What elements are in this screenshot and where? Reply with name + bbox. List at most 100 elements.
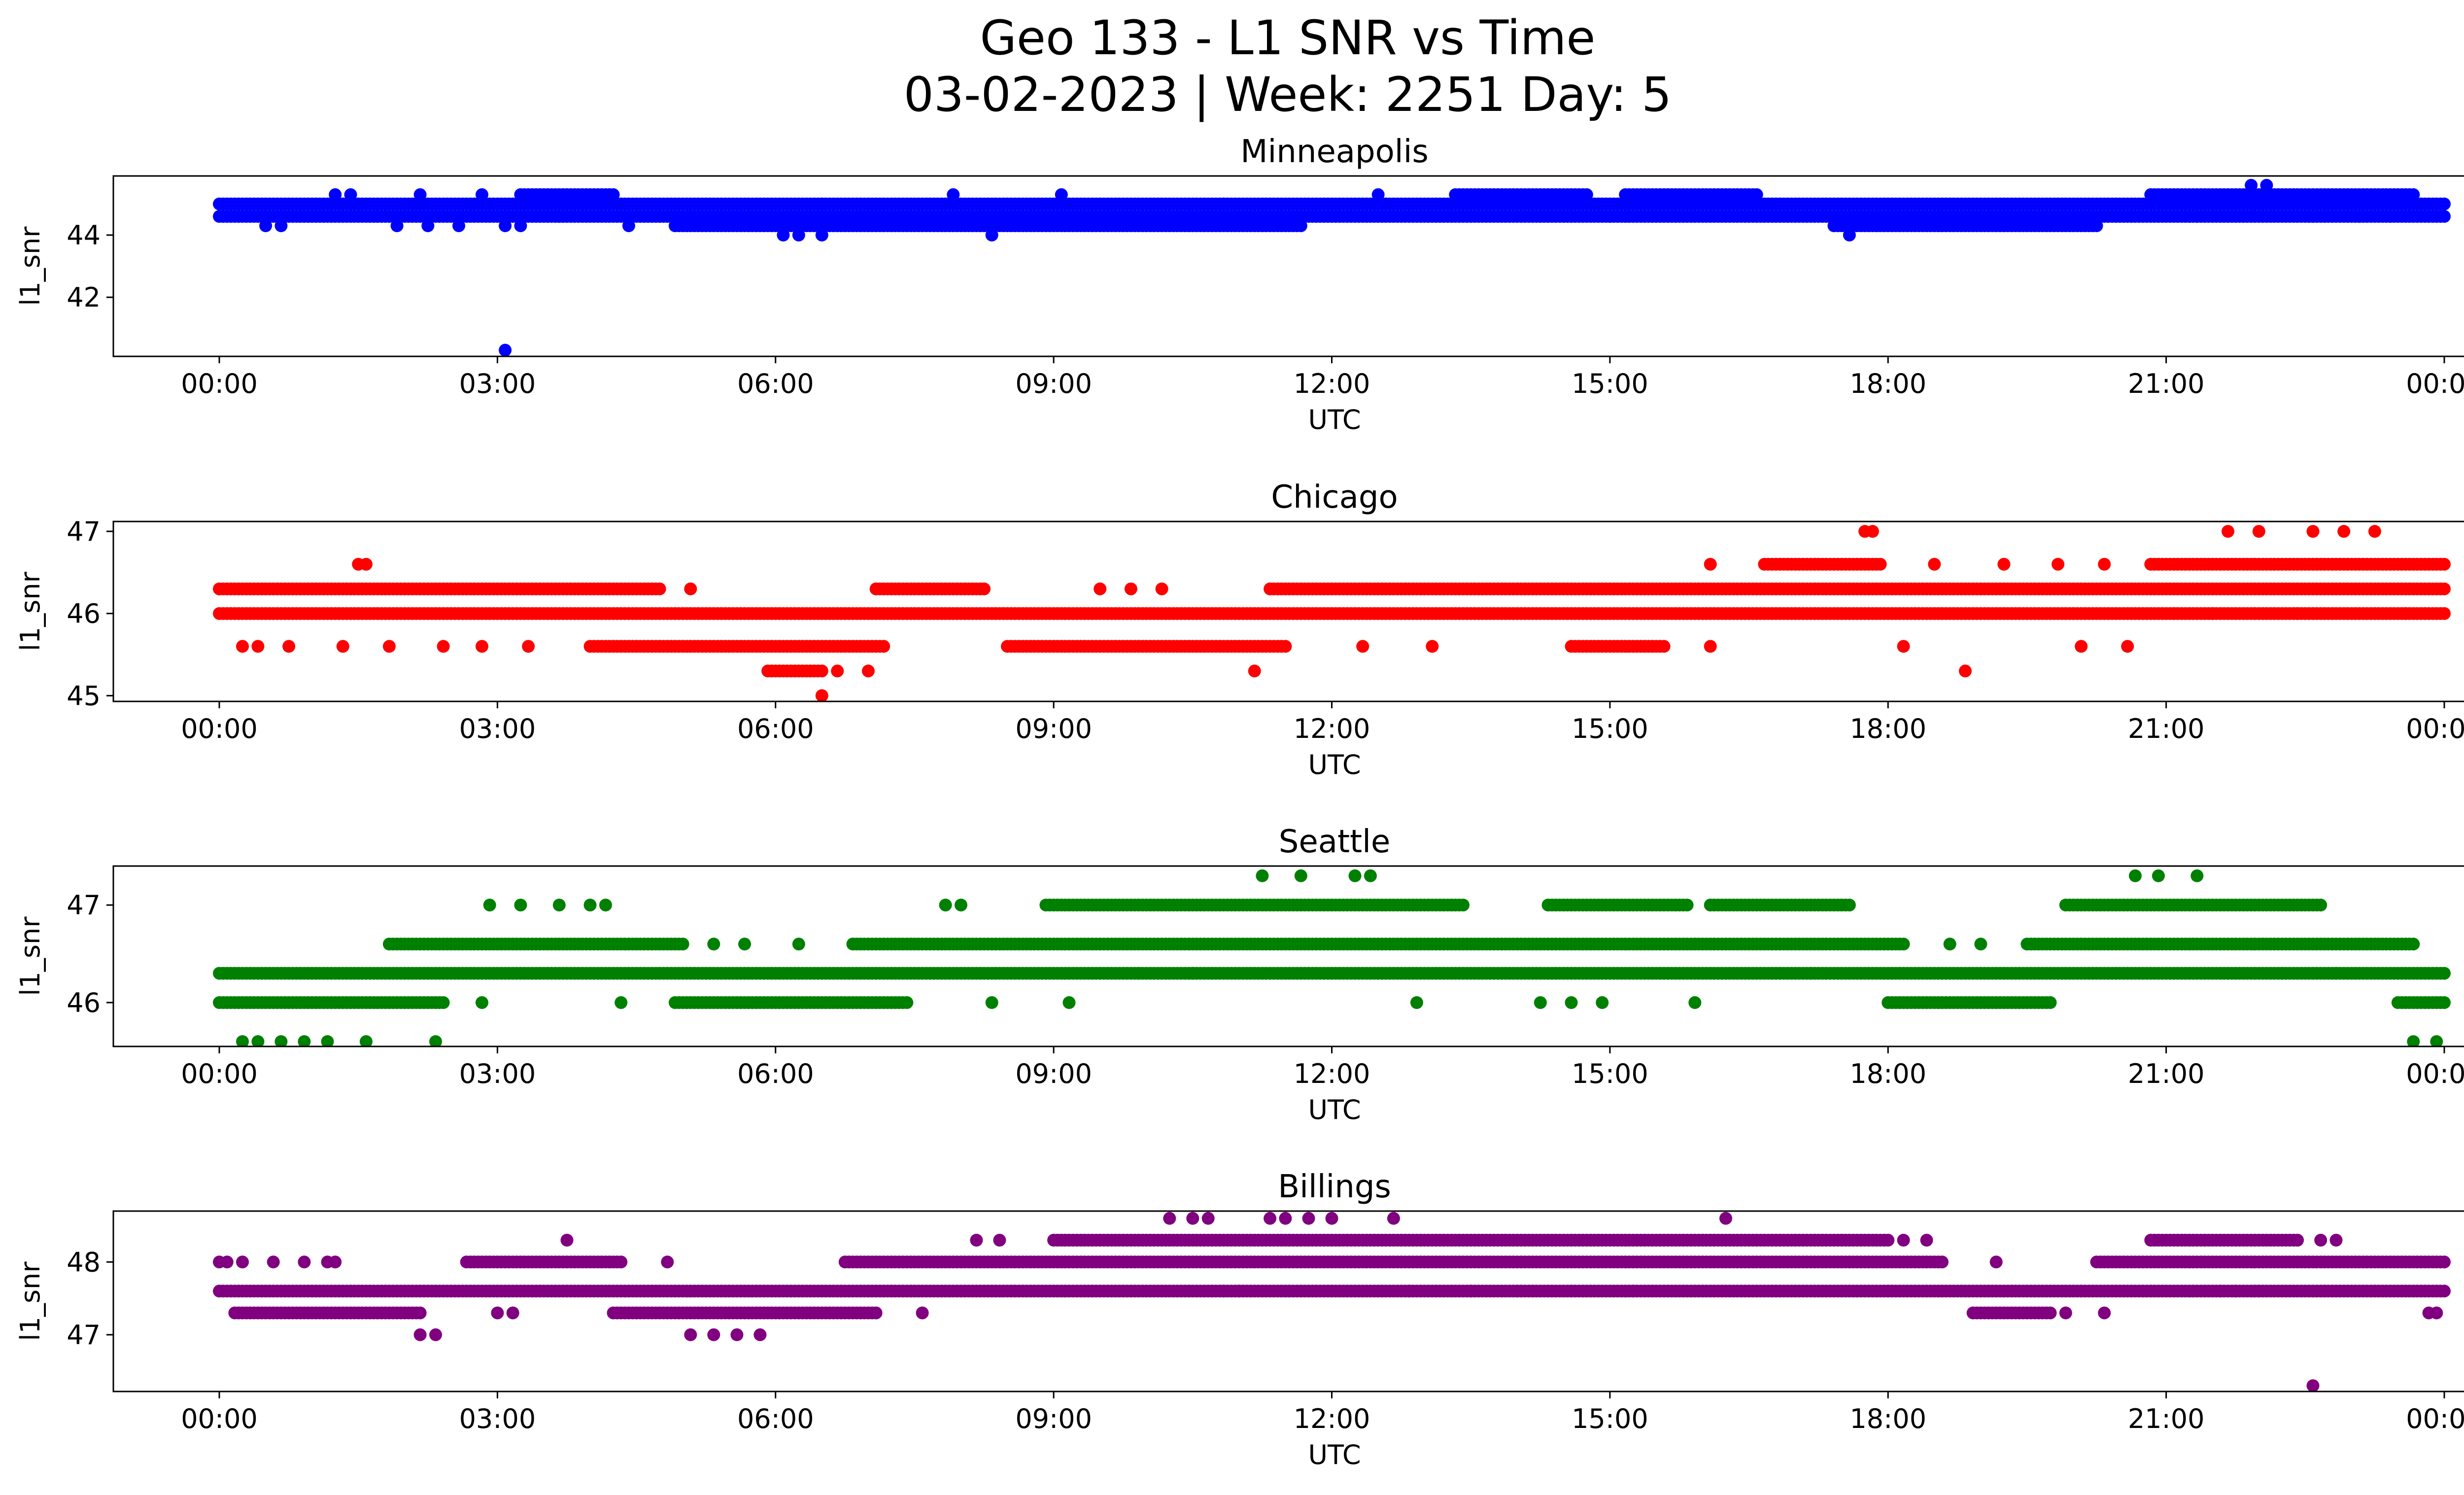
data-point — [1356, 640, 1369, 653]
data-point — [499, 219, 512, 232]
data-point — [939, 899, 952, 912]
data-point — [2306, 210, 2320, 223]
x-tick-label: 15:00 — [1572, 1058, 1648, 1089]
data-point — [321, 1035, 334, 1046]
data-point — [2222, 525, 2234, 538]
x-tick-label: 00:00 — [181, 368, 258, 399]
data-point — [1750, 188, 1763, 201]
data-point — [1457, 899, 1470, 912]
data-point — [552, 899, 566, 912]
data-point — [236, 1035, 249, 1046]
axes-frame — [112, 865, 2464, 1047]
data-point — [2438, 582, 2451, 595]
data-point — [2353, 210, 2366, 223]
data-point — [2260, 178, 2273, 192]
data-point — [344, 188, 357, 201]
x-tick-label: 09:00 — [1015, 368, 1092, 399]
data-point — [251, 1035, 265, 1046]
data-point — [1410, 996, 1423, 1009]
data-point — [2438, 197, 2451, 210]
subplot-title: Seattle — [1279, 824, 1391, 860]
x-tick-label: 00:00 — [181, 713, 258, 744]
x-tick-label: 21:00 — [2128, 368, 2205, 399]
data-point — [2399, 607, 2412, 620]
data-point — [2167, 607, 2181, 620]
data-point — [1688, 996, 1702, 1009]
data-point — [2098, 557, 2111, 571]
data-point — [1534, 996, 1547, 1009]
data-point — [2075, 640, 2088, 653]
data-point — [2438, 557, 2451, 571]
data-point — [815, 228, 828, 242]
data-point — [2190, 869, 2204, 882]
data-point — [792, 228, 805, 242]
data-point — [298, 1035, 311, 1046]
data-point — [707, 938, 720, 951]
data-point — [1596, 996, 1609, 1009]
data-point — [2275, 967, 2289, 980]
data-point — [978, 582, 991, 595]
data-point — [437, 996, 450, 1009]
data-point — [2407, 1035, 2420, 1046]
data-series — [213, 525, 2451, 701]
data-point — [2306, 525, 2320, 538]
data-series — [213, 869, 2451, 1046]
data-point — [2291, 607, 2304, 620]
data-point — [1657, 640, 1671, 653]
data-point — [2337, 525, 2351, 538]
x-tick-label: 00:00 — [2406, 713, 2464, 744]
data-point — [429, 1035, 442, 1046]
data-point — [622, 219, 635, 232]
data-point — [1426, 640, 1439, 653]
data-point — [522, 640, 535, 653]
data-point — [2314, 899, 2327, 912]
data-point — [514, 899, 527, 912]
x-tick-label: 00:00 — [2406, 1058, 2464, 1089]
x-tick-label: 12:00 — [1294, 713, 1370, 744]
data-point — [413, 188, 427, 201]
data-point — [2438, 210, 2451, 223]
y-tick-label: 45 — [67, 680, 101, 711]
data-point — [985, 228, 998, 242]
data-point — [390, 219, 404, 232]
data-point — [2430, 1035, 2443, 1046]
data-point — [1248, 664, 1261, 678]
data-point — [1843, 899, 1856, 912]
data-point — [329, 188, 342, 201]
x-tick-label: 12:00 — [1294, 368, 1370, 399]
data-point — [1959, 664, 1972, 678]
data-point — [1943, 938, 1956, 951]
data-point — [2438, 996, 2451, 1009]
data-series — [213, 178, 2451, 356]
y-tick-label: 47 — [67, 516, 101, 547]
y-axis-label: l1_snr — [15, 571, 46, 651]
data-point — [947, 188, 960, 201]
data-point — [792, 938, 805, 951]
data-point — [1843, 228, 1856, 242]
data-point — [1155, 582, 1168, 595]
data-point — [1974, 938, 1987, 951]
data-point — [861, 664, 875, 678]
data-point — [2384, 210, 2397, 223]
y-tick-label: 46 — [67, 987, 101, 1018]
data-point — [1704, 557, 1717, 571]
data-point — [476, 188, 488, 201]
data-point — [2438, 607, 2451, 620]
y-axis-label: l1_snr — [15, 226, 46, 306]
x-tick-label: 00:00 — [181, 1058, 258, 1089]
data-point — [336, 640, 349, 653]
data-point — [514, 219, 527, 232]
data-point — [2121, 640, 2134, 653]
data-point — [1371, 188, 1385, 201]
x-tick-label: 18:00 — [1849, 368, 1926, 399]
x-tick-label: 03:00 — [459, 713, 536, 744]
y-tick-label: 44 — [67, 220, 101, 251]
data-point — [815, 689, 828, 701]
x-tick-label: 03:00 — [459, 1058, 536, 1089]
axes-frame — [112, 521, 2464, 702]
data-point — [476, 996, 488, 1009]
subplot-title: Chicago — [1271, 479, 1398, 516]
data-point — [1603, 210, 1616, 223]
data-point — [1565, 996, 1578, 1009]
